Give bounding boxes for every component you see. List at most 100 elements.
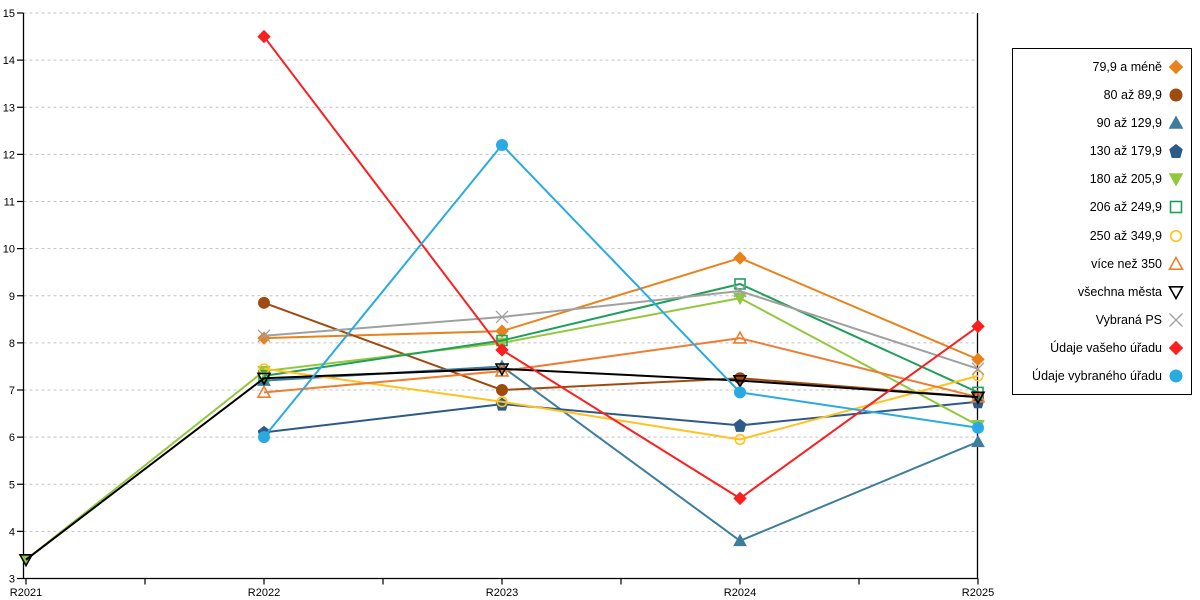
circle-icon: [972, 370, 984, 382]
x-axis-tick-label: R2022: [248, 587, 280, 599]
circle-icon: [258, 431, 270, 444]
data-point: [733, 418, 747, 432]
y-axis-tick-label: 12: [3, 149, 15, 161]
data-point: [494, 363, 510, 377]
x-icon: [495, 310, 509, 324]
triangle-down-icon: [970, 391, 986, 405]
diamond-icon: [733, 491, 747, 506]
data-point: [257, 329, 271, 343]
triangle-down-icon: [494, 363, 510, 377]
legend-item-label: Údaje vybraného úřadu: [1032, 368, 1162, 383]
data-point: [257, 29, 271, 44]
legend-item-label: 79,9 a méně: [1092, 60, 1163, 75]
legend-item: 90 až 129,9: [1013, 109, 1191, 137]
series-line: [25, 367, 979, 561]
diamond-icon: [1168, 340, 1184, 356]
legend-square-icon: [1169, 201, 1183, 214]
data-point: [734, 278, 746, 290]
series-3: [257, 395, 985, 439]
triangle-down-icon: [18, 554, 34, 568]
legend-item: více než 350: [1013, 250, 1191, 278]
series-line: [263, 337, 979, 399]
data-point: [258, 431, 270, 444]
data-point: [257, 331, 271, 345]
x-icon: [971, 362, 985, 376]
legend-item-label: 130 až 179,9: [1089, 144, 1162, 159]
x-icon: [1169, 312, 1183, 327]
triangle-up-icon: [971, 434, 985, 448]
y-axis-tick-label: 14: [3, 55, 15, 67]
data-point: [971, 434, 985, 448]
series-line: [263, 143, 979, 438]
series-line: [263, 365, 979, 542]
x-axis-tick-label: R2024: [724, 587, 756, 599]
diamond-icon: [1168, 59, 1184, 75]
legend-item: 79,9 a méně: [1013, 53, 1191, 81]
circle-icon: [1169, 229, 1183, 242]
data-point: [971, 362, 985, 376]
triangle-down-icon: [733, 292, 747, 306]
data-point: [971, 319, 985, 334]
data-point: [733, 491, 747, 506]
circle-icon: [734, 433, 746, 446]
y-axis-tick-label: 4: [9, 526, 15, 538]
legend-item-label: Vybraná PS: [1095, 312, 1162, 327]
legend-item-label: 250 až 349,9: [1089, 228, 1162, 243]
circle-icon: [258, 296, 270, 309]
data-point: [972, 370, 984, 382]
legend-x-icon: [1169, 312, 1183, 327]
legend-circle-icon: [1169, 229, 1183, 242]
legend-item: 250 až 349,9: [1013, 222, 1191, 250]
y-axis-tick-label: 15: [3, 8, 15, 20]
pentagon-icon: [1169, 144, 1183, 159]
square-icon: [734, 278, 746, 290]
series-line: [263, 290, 979, 370]
data-point: [256, 384, 272, 398]
legend-circle-icon: [1169, 369, 1183, 383]
legend-item-label: 80 až 89,9: [1103, 88, 1162, 103]
y-axis-tick-label: 10: [3, 244, 15, 256]
data-point: [495, 343, 509, 357]
series-line: [263, 367, 979, 441]
legend: 79,9 a méně 80 až 89,9 90 až 129,9 130 až 1…: [1012, 48, 1192, 395]
x-axis-tick-label: R2021: [10, 587, 42, 599]
diamond-icon: [495, 343, 509, 357]
pentagon-icon: [733, 418, 747, 432]
data-point: [734, 433, 746, 446]
data-point: [972, 421, 984, 434]
diamond-icon: [971, 352, 985, 367]
series-line: [263, 257, 979, 361]
series-6: [258, 363, 984, 446]
y-axis-tick-label: 13: [3, 102, 15, 114]
legend-item-label: více než 350: [1091, 256, 1162, 271]
legend-pentagon-icon: [1169, 144, 1183, 159]
data-point: [496, 384, 508, 396]
legend-item-label: Údaje vašeho úřadu: [1050, 340, 1162, 355]
series-8: [18, 363, 986, 568]
circle-icon: [734, 386, 746, 399]
legend-item: všechna města: [1013, 278, 1191, 306]
data-point: [733, 533, 747, 547]
series-0: [257, 251, 985, 367]
triangle-up-icon: [733, 533, 747, 547]
triangle-down-icon: [256, 372, 272, 386]
series-line: [263, 400, 979, 434]
legend-item: Údaje vašeho úřadu: [1013, 334, 1191, 362]
x-axis-tick-label: R2023: [486, 587, 518, 599]
diamond-icon: [733, 251, 747, 265]
y-axis-tick-label: 8: [9, 338, 15, 350]
x-icon: [257, 329, 271, 343]
series-11: [258, 138, 984, 444]
legend-item-label: 180 až 205,9: [1089, 172, 1162, 187]
data-point: [733, 251, 747, 265]
data-point: [732, 374, 748, 389]
triangle-up-icon: [256, 384, 272, 398]
x-icon: [733, 284, 747, 298]
legend-triangle-down-icon: [1168, 173, 1184, 187]
legend-diamond-icon: [1168, 59, 1184, 75]
series-line: [263, 301, 979, 399]
y-axis-tick-label: 11: [4, 197, 15, 209]
legend-triangle-up-icon: [1168, 255, 1184, 270]
series-line: [263, 282, 979, 394]
